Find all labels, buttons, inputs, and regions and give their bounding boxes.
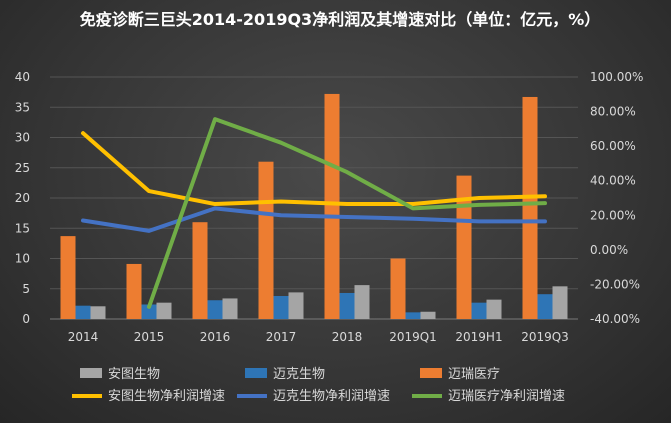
bar-安图生物: [222, 298, 238, 319]
legend-label: 安图生物净利润增速: [108, 389, 225, 404]
bar-迈克生物: [75, 305, 91, 319]
legend-swatch: [420, 368, 442, 378]
y-left-tick-label: 0: [22, 312, 30, 326]
legend-label: 迈瑞医疗净利润增速: [448, 389, 565, 404]
legend-label: 安图生物: [108, 367, 160, 382]
y-right-tick-label: 60.00%: [590, 139, 636, 153]
bar-迈克生物: [405, 312, 421, 319]
y-right-tick-label: 100.00%: [590, 70, 643, 84]
y-left-tick-label: 5: [22, 282, 30, 296]
x-tick-label: 2014: [68, 330, 99, 344]
bar-迈瑞医疗: [192, 222, 208, 319]
y-left-tick-label: 30: [15, 131, 30, 145]
bar-安图生物: [90, 306, 106, 319]
bar-迈瑞医疗: [126, 263, 142, 319]
legend-label: 迈克生物: [273, 367, 325, 382]
x-tick-label: 2017: [266, 330, 297, 344]
x-tick-label: 2019H1: [455, 330, 502, 344]
y-left-tick-label: 10: [15, 252, 30, 266]
bar-迈克生物: [537, 294, 553, 319]
legend-label: 迈瑞医疗: [448, 367, 500, 382]
bar-迈瑞医疗: [324, 93, 340, 319]
bar-安图生物: [288, 292, 304, 319]
bar-安图生物: [354, 285, 370, 319]
legend-swatch: [245, 368, 267, 378]
legend-swatch: [80, 368, 102, 378]
bar-迈瑞医疗: [522, 96, 538, 319]
y-left-tick-label: 15: [15, 221, 30, 235]
x-tick-label: 2015: [134, 330, 165, 344]
bar-迈克生物: [339, 292, 355, 319]
y-right-tick-label: 20.00%: [590, 208, 636, 222]
line-迈瑞医疗净利润增速: [147, 117, 547, 309]
bar-迈克生物: [471, 302, 487, 319]
y-right-tick-label: -40.00%: [590, 312, 640, 326]
y-left-tick-label: 25: [15, 161, 30, 175]
chart-title: 免疫诊断三巨头2014-2019Q3净利润及其增速对比（单位：亿元，%）: [79, 10, 601, 29]
y-right-tick-label: 80.00%: [590, 105, 636, 119]
legend-label: 迈克生物净利润增速: [273, 389, 390, 404]
y-left-tick-label: 40: [15, 70, 30, 84]
x-tick-label: 2019Q1: [389, 330, 437, 344]
bar-安图生物: [420, 311, 436, 319]
line-安图生物净利润增速: [81, 131, 547, 207]
bar-迈瑞医疗: [60, 236, 76, 319]
bar-安图生物: [486, 299, 502, 319]
bar-迈克生物: [141, 304, 157, 319]
x-tick-label: 2019Q3: [521, 330, 569, 344]
y-right-tick-label: 0.00%: [590, 243, 628, 257]
y-right-tick-label: 40.00%: [590, 174, 636, 188]
y-left-tick-label: 35: [15, 100, 30, 114]
x-tick-label: 2018: [332, 330, 363, 344]
x-tick-label: 2016: [200, 330, 231, 344]
bar-迈瑞医疗: [390, 258, 406, 319]
bar-迈瑞医疗: [258, 161, 274, 319]
line-迈克生物净利润增速: [81, 206, 547, 233]
bar-安图生物: [552, 286, 568, 319]
y-left-tick-label: 20: [15, 191, 30, 205]
bar-迈瑞医疗: [456, 175, 472, 319]
bar-迈克生物: [273, 296, 289, 319]
bar-迈克生物: [207, 300, 223, 319]
bar-安图生物: [156, 302, 172, 319]
y-right-tick-label: -20.00%: [590, 277, 640, 291]
